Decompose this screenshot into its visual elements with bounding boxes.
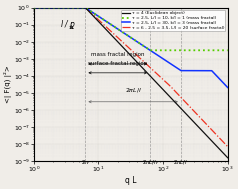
X-axis label: q L: q L xyxy=(125,176,137,185)
Text: $2\pi L/h$: $2\pi L/h$ xyxy=(142,157,159,166)
Text: $l$ / $p$: $l$ / $p$ xyxy=(60,18,76,31)
Y-axis label: <| F(q) |²>: <| F(q) |²> xyxy=(4,65,12,103)
Text: mass fractal region: mass fractal region xyxy=(91,52,144,57)
Legend: τ = 4 (Euclidean object), τ = 2.5, L/l = 10, k/l = 1 (mass fractal), τ = 2.5, L/: τ = 4 (Euclidean object), τ = 2.5, L/l =… xyxy=(121,10,225,31)
Text: $2\pi L/l$: $2\pi L/l$ xyxy=(173,157,188,166)
Text: $2\pi$: $2\pi$ xyxy=(81,157,90,166)
Text: surface fractal region: surface fractal region xyxy=(88,61,147,66)
Text: $2\pi L/l$: $2\pi L/l$ xyxy=(125,86,142,94)
